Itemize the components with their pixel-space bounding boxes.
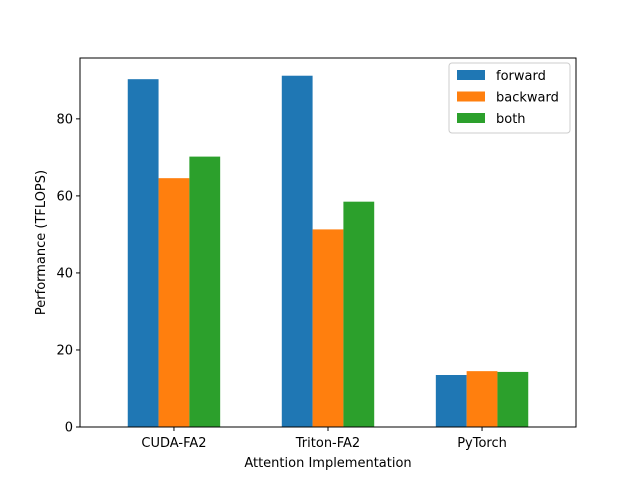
y-tick-label: 0 [65, 421, 73, 436]
legend-swatch-forward [457, 70, 485, 80]
bar-forward-pytorch [435, 375, 467, 427]
y-tick-label: 20 [56, 343, 73, 358]
bar-backward-pytorch [466, 371, 498, 427]
bar-forward-cuda-fa2 [127, 79, 159, 428]
x-axis-label: Attention Implementation [244, 456, 411, 471]
bar-forward-triton-fa2 [281, 75, 313, 427]
legend-label-both: both [496, 112, 526, 127]
y-tick-label: 80 [56, 112, 73, 127]
x-tick-label: CUDA-FA2 [141, 436, 206, 451]
bar-both-pytorch [497, 371, 529, 427]
legend-label-backward: backward [496, 91, 559, 106]
bar-both-triton-fa2 [343, 201, 375, 427]
y-tick-label: 40 [56, 266, 73, 281]
y-axis: 0 20 40 60 80 [56, 112, 80, 436]
bar-backward-triton-fa2 [312, 229, 344, 427]
legend-swatch-backward [457, 91, 485, 102]
x-tick-label: PyTorch [457, 436, 507, 451]
legend-label-forward: forward [496, 69, 546, 84]
x-tick-label: Triton-FA2 [295, 436, 360, 451]
bar-both-cuda-fa2 [189, 156, 221, 428]
bars-group [127, 75, 529, 428]
legend: forward backward both [448, 62, 571, 134]
y-tick-label: 60 [56, 189, 73, 204]
x-axis: CUDA-FA2 Triton-FA2 PyTorch [141, 427, 507, 451]
bar-backward-cuda-fa2 [158, 178, 190, 427]
legend-swatch-both [457, 113, 485, 123]
y-axis-label: Performance (TFLOPS) [34, 170, 49, 315]
